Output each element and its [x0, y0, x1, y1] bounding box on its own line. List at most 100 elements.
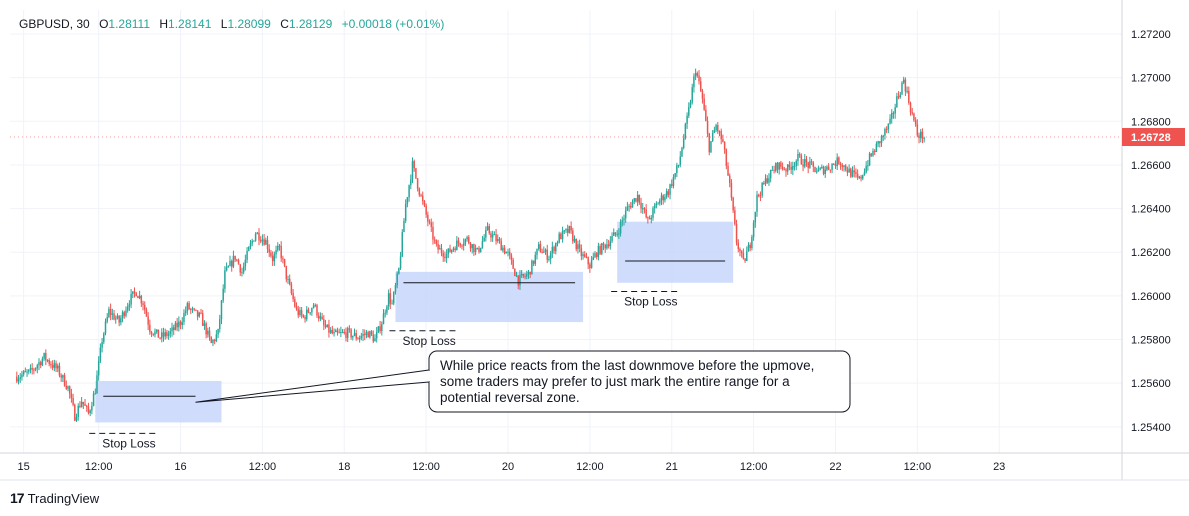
candle-body	[841, 165, 844, 168]
price-tick-label: 1.25400	[1131, 422, 1171, 434]
candle-body	[727, 166, 729, 176]
candle-body	[469, 243, 472, 249]
candle-body	[280, 245, 282, 259]
candle-body	[863, 172, 866, 175]
candle-body	[234, 255, 236, 260]
candle-body	[899, 94, 902, 98]
candle-body	[551, 246, 554, 254]
candle-body	[474, 248, 477, 252]
candle-body	[607, 244, 610, 247]
candle-body	[488, 226, 491, 234]
candle-body	[367, 332, 369, 338]
candle-body	[302, 315, 305, 318]
candle-body	[179, 321, 182, 325]
candle-body	[278, 245, 281, 247]
candle-body	[885, 129, 888, 131]
candle-body	[601, 243, 603, 254]
candle-body	[918, 135, 920, 139]
candle-body	[222, 288, 224, 301]
candle-body	[387, 293, 390, 307]
candle-body	[31, 368, 33, 370]
candle-body	[887, 123, 890, 130]
candle-body	[142, 303, 144, 305]
candle-body	[403, 220, 405, 233]
candle-body	[311, 308, 313, 313]
candle-body	[804, 159, 806, 167]
tradingview-branding[interactable]: 17 TradingView	[10, 490, 99, 506]
time-tick-label: 20	[502, 461, 514, 473]
candle-body	[109, 308, 112, 315]
candle-body	[894, 107, 896, 114]
candle-body	[587, 257, 589, 265]
candle-body	[790, 166, 792, 170]
candle-body	[346, 328, 349, 338]
candle-body	[514, 268, 516, 276]
candle-body	[846, 169, 849, 173]
price-tick-label: 1.27000	[1131, 73, 1171, 85]
candle-body	[309, 312, 311, 314]
last-price-tag	[1122, 128, 1185, 147]
candle-body	[865, 165, 867, 173]
candle-body	[664, 197, 666, 201]
candle-body	[776, 163, 779, 170]
candle-body	[757, 194, 760, 196]
candle-body	[191, 308, 194, 310]
candle-body	[74, 404, 76, 421]
candle-body	[33, 369, 35, 371]
candle-body	[68, 386, 71, 394]
candle-body	[253, 240, 255, 242]
candle-body	[227, 266, 230, 268]
candle-body	[908, 90, 910, 103]
candle-body	[665, 191, 668, 198]
candle-body	[456, 240, 458, 251]
time-tick-label: 18	[338, 461, 350, 473]
open-value: 1.28111	[108, 17, 151, 31]
candle-body	[300, 310, 303, 316]
candle-body	[631, 201, 634, 208]
stop-loss-label-2: Stop Loss	[402, 334, 455, 348]
last-price-label: 1.26728	[1131, 132, 1171, 144]
candle-body	[67, 386, 69, 389]
candle-body	[824, 169, 826, 174]
candle-body	[526, 274, 528, 277]
candle-body	[618, 233, 620, 235]
candle-body	[319, 316, 322, 319]
candle-body	[103, 333, 105, 342]
candle-body	[157, 329, 160, 338]
time-tick-label: 23	[993, 461, 1005, 473]
candle-body	[239, 264, 241, 273]
candle-body	[534, 254, 537, 264]
candle-body	[556, 242, 559, 244]
candle-body	[505, 251, 508, 254]
candle-body	[261, 239, 264, 242]
candle-body	[493, 234, 496, 236]
candle-body	[154, 331, 156, 335]
candle-body	[582, 254, 584, 257]
candle-body	[190, 309, 192, 311]
candle-body	[471, 244, 473, 249]
candle-body	[495, 234, 497, 242]
candle-body	[672, 177, 675, 186]
candle-body	[183, 313, 185, 323]
candle-body	[689, 102, 692, 108]
time-tick-label: 12:00	[904, 461, 932, 473]
candle-body	[297, 309, 299, 316]
candle-body	[176, 322, 178, 328]
candle-body	[386, 306, 388, 313]
candle-body	[394, 285, 397, 293]
candle-body	[379, 326, 381, 331]
candle-body	[147, 316, 149, 325]
price-tick-label: 1.26800	[1131, 116, 1171, 128]
candle-body	[720, 131, 722, 140]
close-value: 1.28129	[288, 17, 333, 31]
candle-body	[398, 268, 400, 274]
candle-body	[742, 253, 745, 259]
price-tick-label: 1.25600	[1131, 378, 1171, 390]
candle-body	[282, 258, 284, 260]
candle-body	[882, 135, 884, 137]
candle-body	[237, 259, 240, 265]
candle-body	[670, 184, 673, 186]
candle-body	[831, 164, 833, 170]
